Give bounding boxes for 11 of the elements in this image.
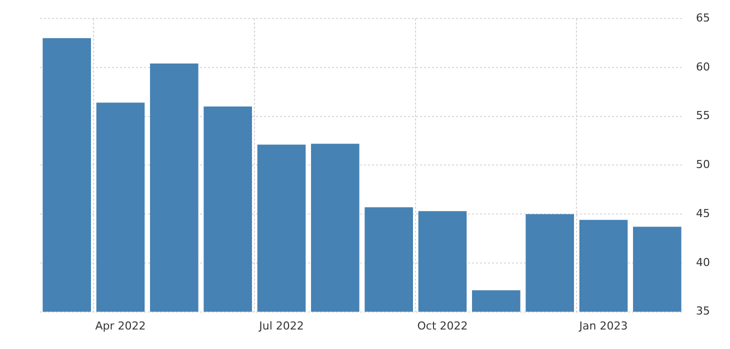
y-tick-label: 35 — [696, 304, 710, 318]
y-tick-label: 45 — [696, 206, 710, 220]
x-tick-label: Jan 2023 — [578, 319, 628, 332]
y-tick-label: 40 — [696, 256, 710, 269]
y-tick-label: 50 — [696, 158, 710, 172]
x-tick-label: Jul 2022 — [258, 319, 304, 332]
y-tick-label: 55 — [696, 109, 710, 122]
y-tick-label: 65 — [696, 11, 710, 24]
y-tick-label: 60 — [696, 60, 710, 74]
x-tick-label: Oct 2022 — [417, 319, 468, 332]
x-tick-label: Apr 2022 — [95, 319, 146, 332]
